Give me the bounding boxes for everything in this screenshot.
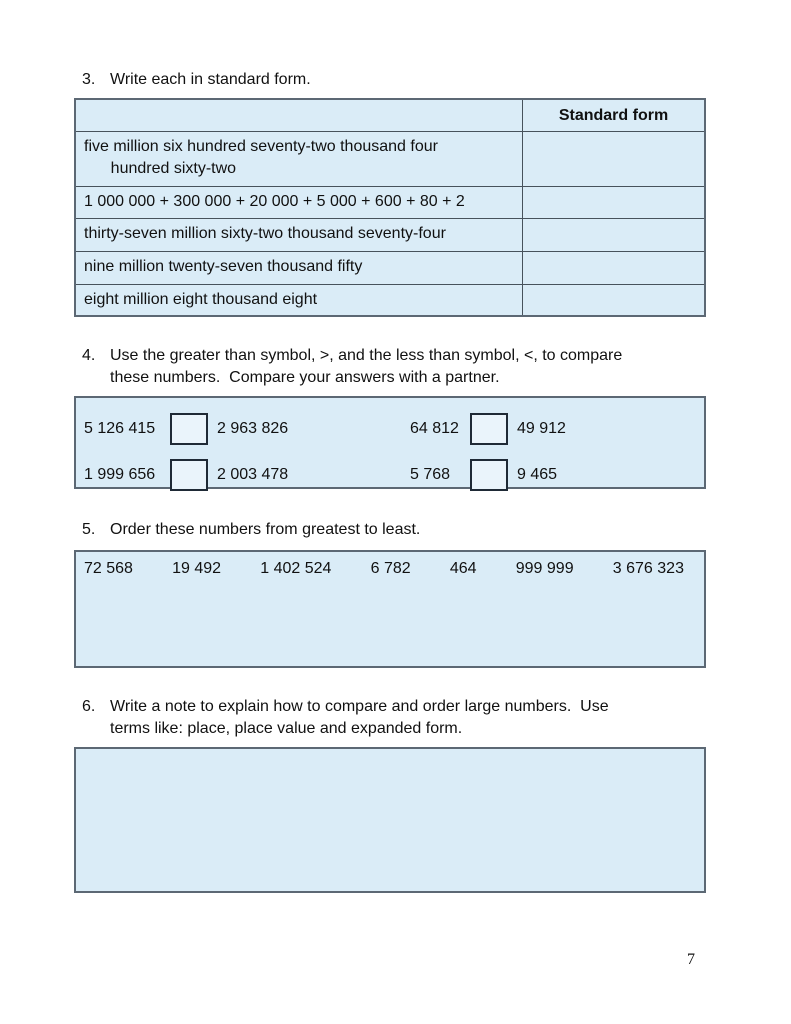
question-4-number: 4. (82, 347, 96, 364)
number-item: 999 999 (515, 560, 574, 577)
question-5-prompt: 5. Order these numbers from greatest to … (82, 519, 420, 541)
table-row: eight million eight thousand eight (76, 284, 704, 315)
comparison-left-number: 64 812 (410, 420, 459, 437)
table-row: thirty-seven million sixty-two thousand … (76, 218, 704, 251)
comparison-left-number: 1 999 656 (84, 466, 156, 483)
comparison-answer-box[interactable] (170, 459, 208, 491)
table-row-label: thirty-seven million sixty-two thousand … (76, 219, 523, 251)
table-row: five million six hundred seventy-two tho… (76, 131, 704, 186)
question-6-number: 6. (82, 698, 96, 715)
order-numbers-panel[interactable]: 72 568 19 492 1 402 524 6 782 464 999 99… (74, 550, 706, 668)
number-item: 464 (449, 560, 477, 577)
question-5-number: 5. (82, 521, 96, 538)
answer-cell[interactable] (523, 252, 704, 284)
comparison-right-number: 2 963 826 (217, 420, 289, 437)
number-item: 72 568 (84, 560, 133, 577)
comparison-item: 64 812 49 912 (410, 411, 704, 447)
number-item: 19 492 (172, 560, 222, 577)
number-item: 6 782 (370, 560, 411, 577)
table-row-label: eight million eight thousand eight (76, 285, 523, 315)
answer-cell[interactable] (523, 285, 704, 315)
number-item: 3 676 323 (612, 560, 684, 577)
table-row-label: five million six hundred seventy-two tho… (76, 132, 523, 186)
number-item: 1 402 524 (260, 560, 332, 577)
comparison-item: 5 126 415 2 963 826 (84, 411, 410, 447)
table-row-label: nine million twenty-seven thousand fifty (76, 252, 523, 284)
comparison-left-number: 5 768 (410, 466, 451, 483)
question-4-prompt: 4. Use the greater than symbol, >, and t… (82, 345, 702, 389)
question-5-text: Order these numbers from greatest to lea… (110, 521, 421, 538)
comparison-right-number: 49 912 (517, 420, 566, 437)
question-6-prompt: 6. Write a note to explain how to compar… (82, 696, 702, 740)
comparison-item: 1 999 656 2 003 478 (84, 457, 410, 493)
comparison-right-number: 2 003 478 (217, 466, 289, 483)
question-3-text: Write each in standard form. (110, 71, 311, 88)
table-row-label: 1 000 000 + 300 000 + 20 000 + 5 000 + 6… (76, 187, 523, 218)
standard-form-table: Standard form five million six hundred s… (74, 98, 706, 317)
note-writing-area[interactable] (74, 747, 706, 893)
table-header-blank-cell (76, 100, 523, 131)
comparison-answer-box[interactable] (170, 413, 208, 445)
answer-cell[interactable] (523, 132, 704, 186)
comparison-answer-box[interactable] (470, 459, 508, 491)
answer-cell[interactable] (523, 187, 704, 218)
table-row: 1 000 000 + 300 000 + 20 000 + 5 000 + 6… (76, 186, 704, 218)
comparison-left-number: 5 126 415 (84, 420, 156, 437)
table-row: nine million twenty-seven thousand fifty (76, 251, 704, 284)
number-list: 72 568 19 492 1 402 524 6 782 464 999 99… (76, 552, 704, 578)
answer-cell[interactable] (523, 219, 704, 251)
question-4-text: Use the greater than symbol, >, and the … (110, 347, 623, 386)
compare-numbers-panel: 5 126 415 2 963 826 64 812 49 912 1 999 … (74, 396, 706, 491)
comparison-right-number: 9 465 (517, 466, 558, 483)
table-header-row: Standard form (76, 100, 704, 131)
table-header-standard-form: Standard form (558, 106, 669, 124)
question-3-prompt: 3. Write each in standard form. (82, 69, 311, 91)
question-3-number: 3. (82, 71, 96, 88)
question-6-text: Write a note to explain how to compare a… (110, 698, 609, 737)
comparison-grid: 5 126 415 2 963 826 64 812 49 912 1 999 … (76, 398, 704, 493)
comparison-answer-box[interactable] (470, 413, 508, 445)
comparison-item: 5 768 9 465 (410, 457, 704, 493)
page-number: 7 (687, 951, 695, 968)
